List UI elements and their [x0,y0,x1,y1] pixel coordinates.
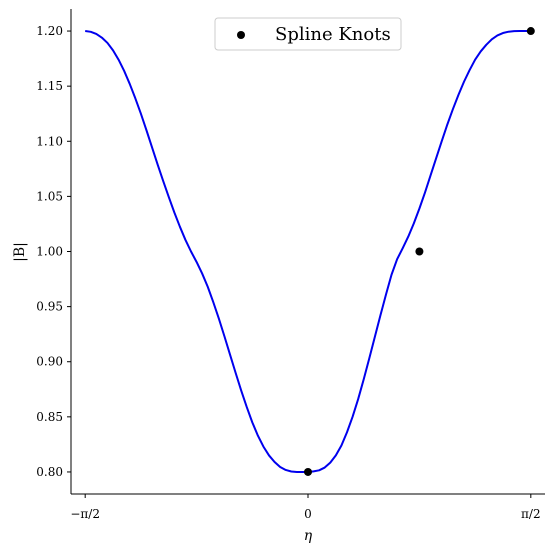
y-tick-label: 1.05 [36,189,63,203]
y-tick-label: 0.95 [36,300,63,314]
plot-area [85,27,535,476]
legend-box [214,17,402,51]
y-tick-label: 0.85 [36,410,63,424]
spline-knot-point [304,467,312,476]
y-tick-label: 0.80 [36,465,63,479]
x-axis-title: η [304,528,313,544]
x-ticks: −π/2 0 π/2 [70,494,541,521]
legend: Spline Knots [214,17,402,51]
y-tick-label: 1.10 [36,134,63,148]
y-ticks: 0.80 0.85 0.90 0.95 1.00 1.05 1.10 1.15 1.20 [36,24,71,479]
x-tick-label: 0 [304,507,312,521]
x-tick-label: π/2 [521,507,541,521]
y-tick-label: 1.00 [36,245,63,259]
y-tick-label: 0.90 [36,355,63,369]
legend-label: Spline Knots [275,24,391,45]
spline-knot-point [526,27,535,36]
y-tick-label: 1.20 [36,24,63,38]
spline-knot-point [415,247,424,256]
series-line [85,30,531,473]
legend-marker [237,31,245,39]
y-tick-label: 1.15 [36,79,63,93]
axes [70,9,545,495]
y-axis-title: |B| [12,242,28,262]
x-tick-label: −π/2 [70,507,100,521]
